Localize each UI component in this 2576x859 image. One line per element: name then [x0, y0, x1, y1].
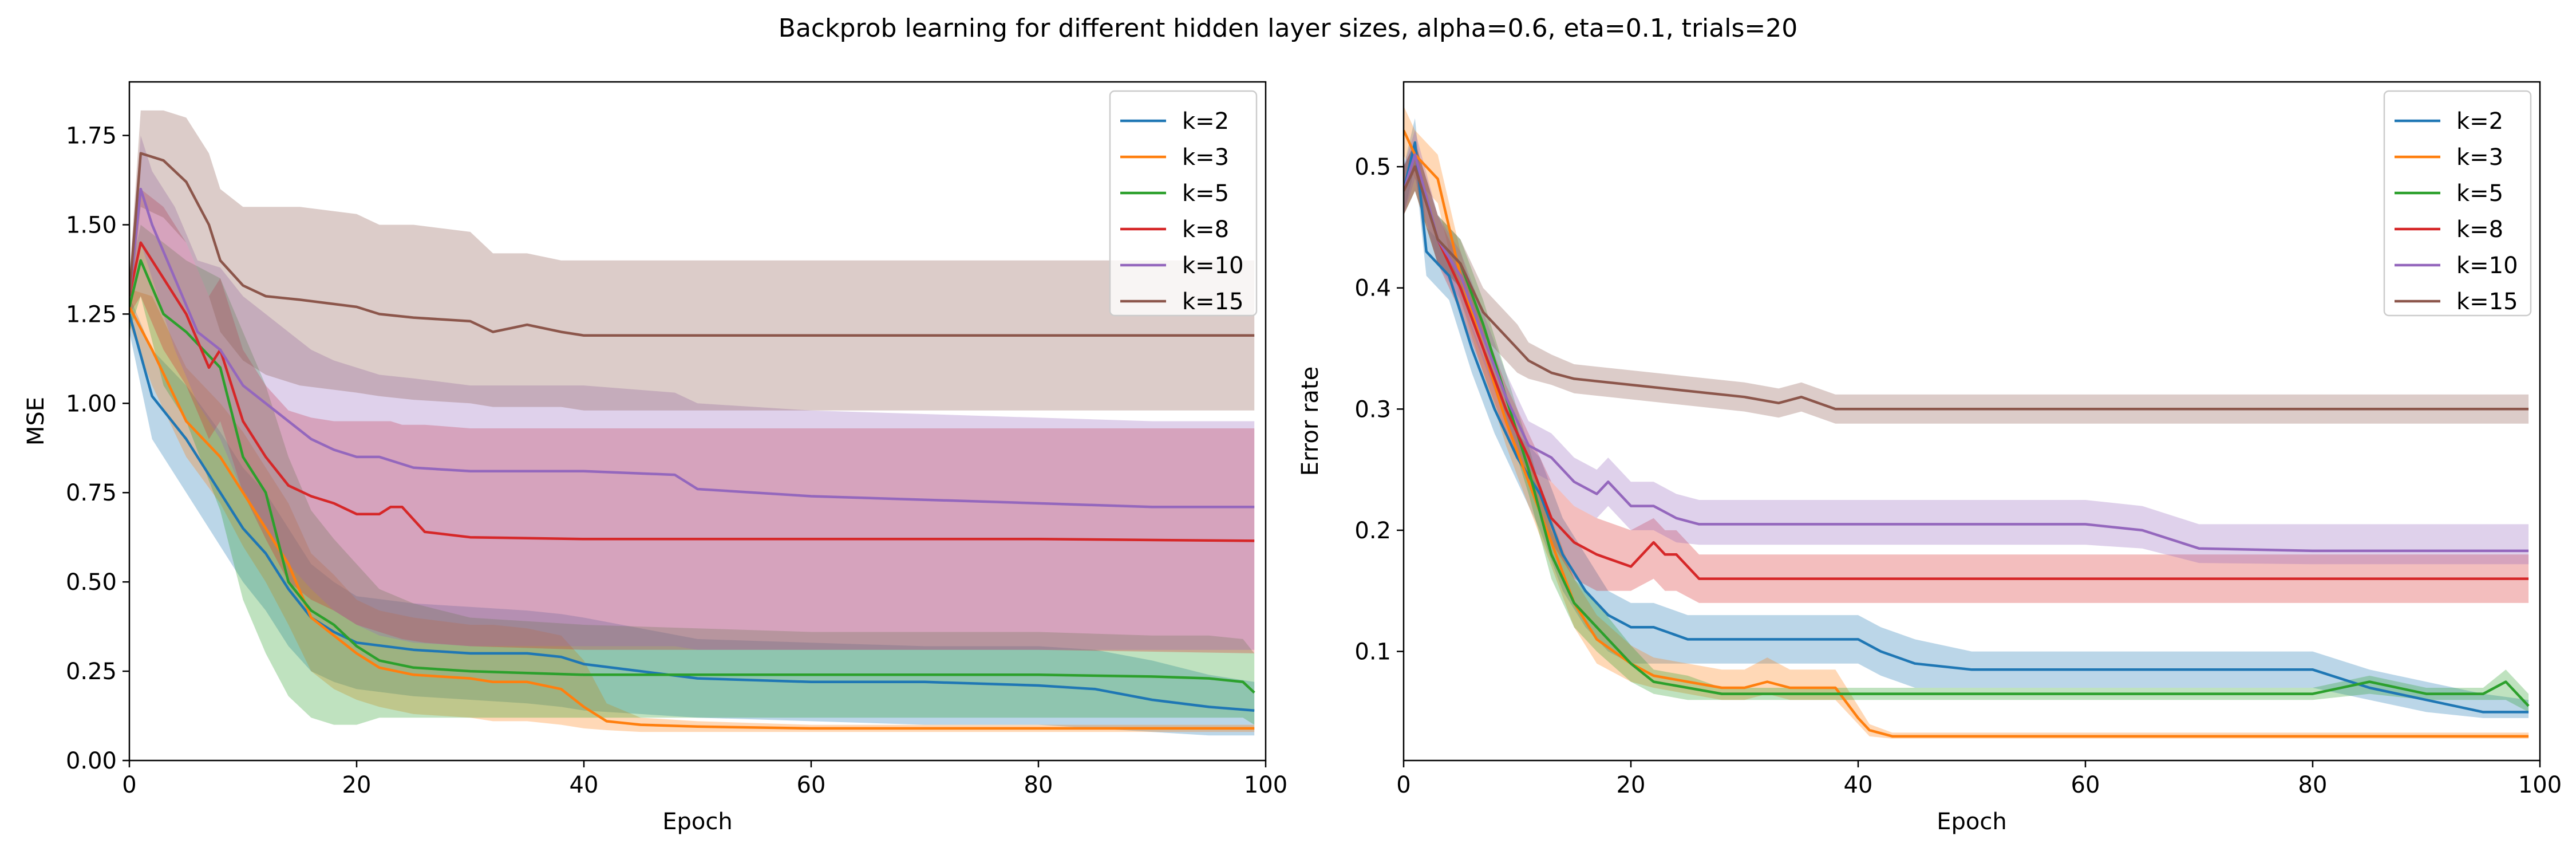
y-axis-label: Error rate — [1297, 367, 1323, 476]
y-axis-label: MSE — [23, 397, 49, 446]
y-tick-label: 0.75 — [66, 480, 117, 506]
band-k10 — [1404, 130, 2529, 565]
legend-label-k10: k=10 — [2456, 253, 2518, 279]
y-tick-label: 0.1 — [1354, 639, 1391, 665]
figure-title: Backprob learning for different hidden l… — [779, 14, 1797, 43]
band-k15 — [129, 110, 1255, 411]
x-tick-label: 100 — [2518, 772, 2562, 798]
band-k10 — [129, 135, 1255, 650]
y-tick-label: 0.00 — [66, 748, 117, 774]
y-tick-label: 1.00 — [66, 391, 117, 417]
legend-label-k3: k=3 — [2456, 144, 2503, 171]
x-tick-label: 40 — [570, 772, 599, 798]
error-rate-chart: 0 20 40 60 80 100 0.1 0.2 0.3 0.4 0.5 Epoch Error ra… — [1297, 81, 2562, 835]
line-k8 — [1404, 165, 2529, 580]
band-k8 — [129, 189, 1255, 653]
line-k8 — [129, 241, 1255, 542]
x-axis-label: Epoch — [662, 809, 732, 835]
y-tick-label: 0.25 — [66, 659, 117, 685]
band-k5 — [129, 224, 1255, 725]
line-k15 — [1404, 165, 2529, 411]
plot-area — [129, 110, 1255, 736]
x-tick-label: 80 — [2298, 772, 2328, 798]
y-tick-label: 0.50 — [66, 569, 117, 596]
band-k8 — [1404, 142, 2529, 603]
line-k10 — [129, 187, 1255, 509]
x-tick-label: 40 — [1844, 772, 1873, 798]
x-tick-label: 20 — [342, 772, 372, 798]
line-k2 — [129, 313, 1255, 712]
y-tick-label: 0.5 — [1354, 154, 1391, 180]
line-k2 — [1404, 141, 2529, 714]
x-tick-label: 60 — [797, 772, 826, 798]
y-tick-label: 1.75 — [66, 123, 117, 149]
line-k5 — [129, 259, 1255, 694]
x-tick-label: 100 — [1244, 772, 1287, 798]
legend: k=2 k=3 k=5 k=8 k=10 k=15 — [2383, 90, 2532, 317]
mse-chart: 0 20 40 60 80 100 0.00 0.25 0.50 0.75 1.00 1.25 1.50… — [23, 81, 1287, 835]
line-k15 — [129, 152, 1255, 337]
band-k2 — [129, 296, 1255, 736]
x-tick-label: 20 — [1617, 772, 1646, 798]
y-tick-label: 0.2 — [1354, 518, 1391, 544]
x-tick-label: 0 — [1396, 772, 1411, 798]
legend-label-k2: k=2 — [1182, 108, 1229, 135]
legend-label-k8: k=8 — [1182, 216, 1229, 243]
line-k3 — [1404, 129, 2529, 738]
line-k3 — [129, 306, 1255, 730]
band-k5 — [1404, 142, 2529, 712]
axes-frame — [128, 81, 1267, 762]
x-tick-label: 60 — [2071, 772, 2100, 798]
legend-label-k15: k=15 — [1182, 289, 1244, 315]
band-k15 — [1404, 142, 2529, 424]
legend-label-k3: k=3 — [1182, 144, 1229, 171]
legend-box — [2383, 90, 2532, 317]
band-k3 — [129, 289, 1255, 732]
y-tick-label: 1.50 — [66, 212, 117, 238]
x-tick-label: 0 — [122, 772, 136, 798]
y-tick-label: 0.3 — [1354, 396, 1391, 423]
line-k5 — [1404, 165, 2530, 707]
legend-label-k8: k=8 — [2456, 216, 2503, 243]
legend-label-k2: k=2 — [2456, 108, 2503, 135]
legend-box — [1109, 90, 1258, 317]
legend-label-k15: k=15 — [2456, 289, 2518, 315]
legend-label-k5: k=5 — [1182, 180, 1229, 207]
x-tick-label: 80 — [1024, 772, 1053, 798]
line-k10 — [1404, 153, 2529, 553]
legend: k=2 k=3 k=5 k=8 k=10 k=15 — [1109, 90, 1258, 317]
y-tick-label: 1.25 — [66, 301, 117, 328]
y-tick-label: 0.4 — [1354, 275, 1391, 302]
axes-frame — [1402, 81, 2541, 762]
legend-label-k10: k=10 — [1182, 253, 1244, 279]
plot-area — [1404, 106, 2530, 739]
legend-label-k5: k=5 — [2456, 180, 2503, 207]
x-axis-label: Epoch — [1937, 809, 2006, 835]
